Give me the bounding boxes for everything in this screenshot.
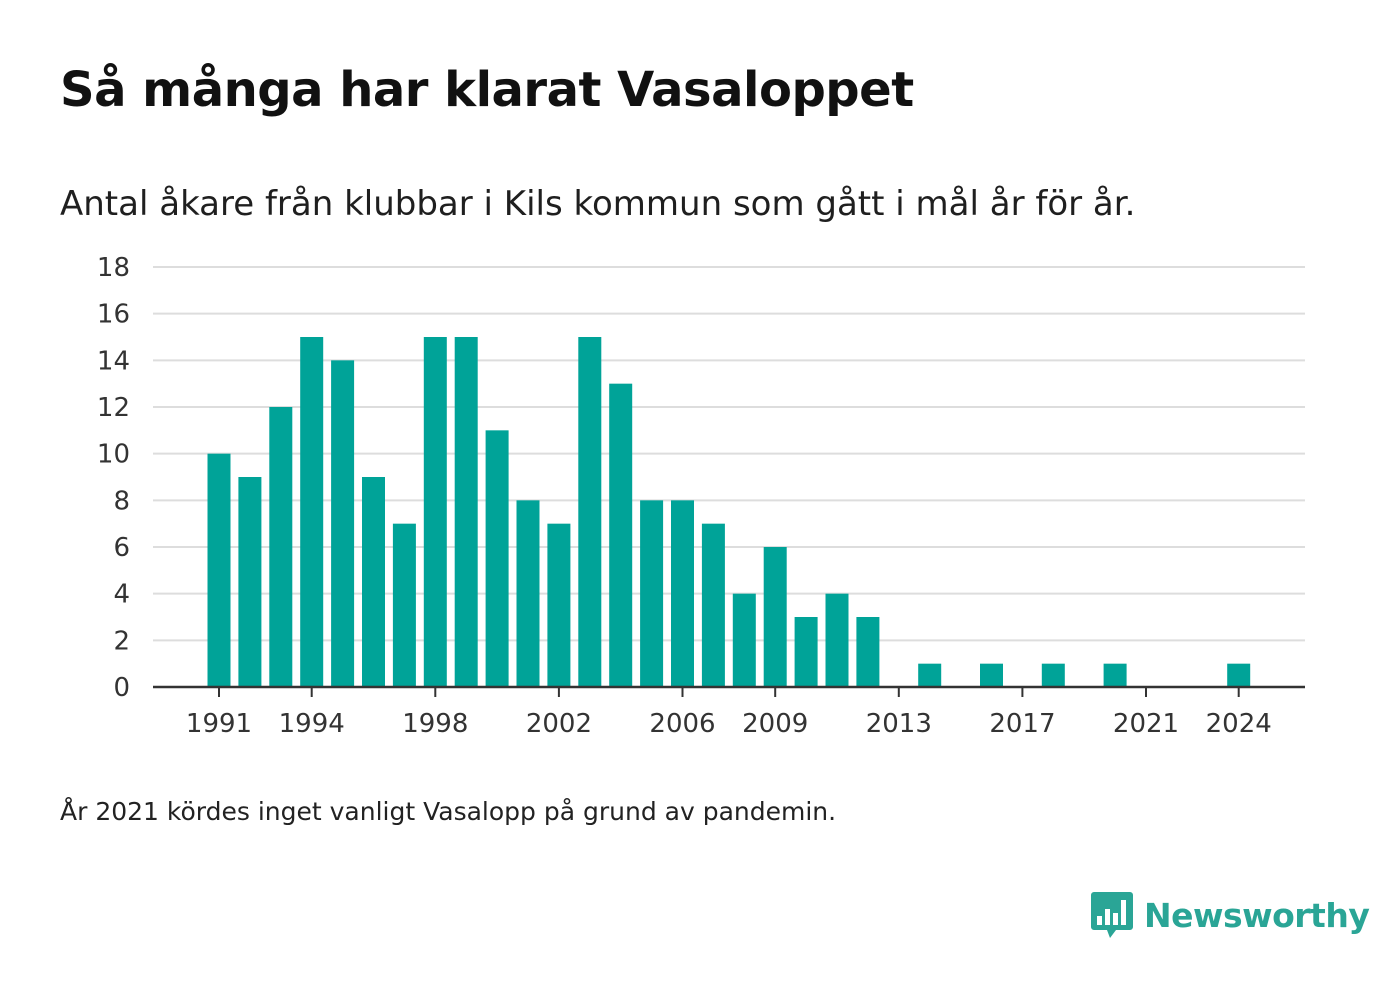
bar-2002: [547, 523, 571, 687]
x-tick-label: 2009: [742, 709, 808, 739]
bar-2000: [485, 430, 509, 687]
chart-subtitle: Antal åkare från klubbar i Kils kommun s…: [60, 184, 1136, 224]
y-tick-label: 6: [113, 533, 130, 563]
bar-2004: [609, 383, 633, 687]
bar-2009: [763, 547, 787, 687]
grid-lines: [153, 266, 1305, 642]
footnote: År 2021 kördes inget vanligt Vasalopp på…: [60, 797, 837, 826]
bar-1994: [300, 337, 324, 687]
y-axis-ticks: 0 2 4 6 8 10 12 14 16 18: [97, 253, 130, 703]
x-tick-label: 2006: [649, 709, 715, 739]
y-tick-label: 12: [97, 393, 130, 423]
x-axis: 1991 1994 1998 2002 2006 2009 2013 2017 2021 2024: [153, 685, 1305, 739]
x-tick-label: 2017: [989, 709, 1055, 739]
bar-2007: [701, 523, 725, 687]
x-tick-label: 2013: [866, 709, 932, 739]
y-tick-label: 0: [113, 673, 130, 703]
x-tick-label: 2002: [526, 709, 592, 739]
x-tick-label: 1991: [186, 709, 252, 739]
bar-1999: [454, 337, 478, 687]
bar-1995: [331, 360, 355, 687]
bar-1993: [269, 407, 293, 687]
bar-2010: [794, 617, 818, 687]
bar-1996: [362, 477, 385, 687]
y-tick-label: 14: [97, 346, 130, 376]
bar-2012: [856, 617, 880, 687]
bar-1997: [392, 523, 416, 687]
bar-1992: [238, 477, 262, 687]
bar-2024: [1227, 663, 1251, 687]
newsworthy-chart-bubble-icon: [1091, 892, 1133, 938]
bar-1998: [423, 337, 447, 687]
bar-1991: [207, 453, 231, 687]
bar-2018: [1041, 663, 1065, 687]
brand-logo: Newsworthy: [1090, 890, 1370, 940]
x-tick-label: 1998: [402, 709, 468, 739]
x-tick-label: 1994: [279, 709, 345, 739]
chart-title: Så många har klarat Vasaloppet: [60, 62, 914, 118]
bar-2005: [640, 500, 664, 687]
bar-2016: [980, 663, 1003, 687]
bar-2006: [671, 500, 694, 687]
y-tick-label: 2: [113, 626, 130, 656]
bar-2008: [732, 593, 756, 687]
bar-2003: [578, 337, 602, 687]
y-tick-label: 18: [97, 253, 130, 283]
bar-2011: [825, 593, 849, 687]
bar-chart: 0 2 4 6 8 10 12 14 16 18 1991 1994 1998 2002 2006 2009…: [97, 253, 1305, 739]
bar-2014: [918, 663, 942, 687]
y-tick-label: 8: [113, 486, 130, 516]
y-tick-label: 10: [97, 440, 130, 470]
brand-name: Newsworthy: [1144, 895, 1370, 935]
bar-2001: [516, 500, 540, 687]
y-tick-label: 16: [97, 300, 130, 330]
bars: [207, 337, 1251, 687]
x-tick-label: 2021: [1113, 709, 1179, 739]
x-tick-label: 2024: [1206, 709, 1272, 739]
bar-2020: [1103, 663, 1127, 687]
y-tick-label: 4: [113, 580, 130, 610]
